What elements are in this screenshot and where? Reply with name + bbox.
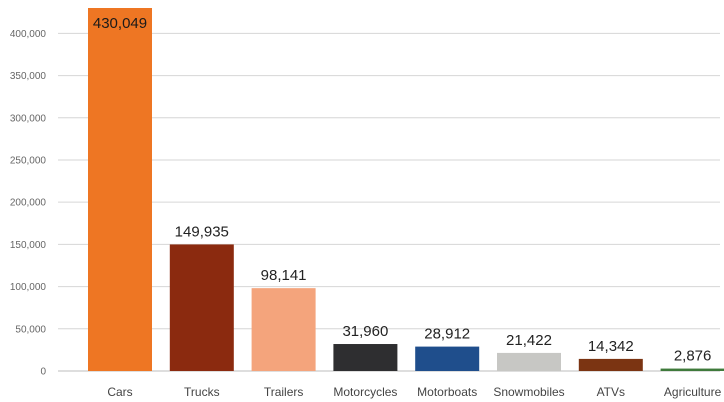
y-axis: 0 50,000 100,000 150,000 200,000 250,000 300,0… (10, 29, 47, 378)
y-tick-label: 50,000 (15, 324, 46, 335)
data-label-trucks: 149,935 (175, 223, 229, 240)
category-label-atvs: ATVs (597, 385, 625, 399)
category-label-cars: Cars (107, 385, 132, 399)
y-tick-label: 0 (40, 367, 46, 378)
category-label-motorcycles: Motorcycles (333, 385, 397, 399)
y-tick-label: 300,000 (10, 113, 47, 124)
bar-trailers (251, 288, 316, 371)
data-label-agriculture: 2,876 (674, 348, 712, 365)
grid-layer (58, 32, 720, 372)
bars (88, 8, 724, 371)
bar-motorboats (415, 346, 480, 371)
y-tick-label: 350,000 (10, 71, 47, 82)
x-axis: Cars Trucks Trailers Motorcycles Motorboats S… (107, 385, 721, 399)
data-label-snowmobiles: 21,422 (506, 332, 552, 349)
bar-cars (88, 8, 152, 371)
bar-agriculture (660, 368, 724, 371)
data-label-trailers: 98,141 (261, 267, 307, 284)
category-label-agriculture: Agriculture (664, 385, 722, 399)
bar-snowmobiles (497, 352, 561, 371)
data-labels: 430,049 149,935 98,141 31,960 28,912 21,422 14… (93, 15, 711, 365)
bar-trucks (169, 244, 234, 371)
data-label-motorcycles: 31,960 (342, 323, 388, 340)
bar-atvs (578, 358, 643, 371)
y-tick-label: 400,000 (10, 29, 47, 40)
category-label-motorboats: Motorboats (417, 385, 477, 399)
bar-motorcycles (333, 344, 398, 371)
category-label-trucks: Trucks (184, 385, 220, 399)
data-label-atvs: 14,342 (588, 338, 634, 355)
y-tick-label: 250,000 (10, 155, 47, 166)
y-tick-label: 100,000 (10, 282, 47, 293)
category-label-trailers: Trailers (264, 385, 304, 399)
y-tick-label: 200,000 (10, 198, 47, 209)
data-label-cars: 430,049 (93, 15, 147, 32)
y-tick-label: 150,000 (10, 240, 47, 251)
category-label-snowmobiles: Snowmobiles (493, 385, 564, 399)
data-label-motorboats: 28,912 (424, 326, 470, 343)
